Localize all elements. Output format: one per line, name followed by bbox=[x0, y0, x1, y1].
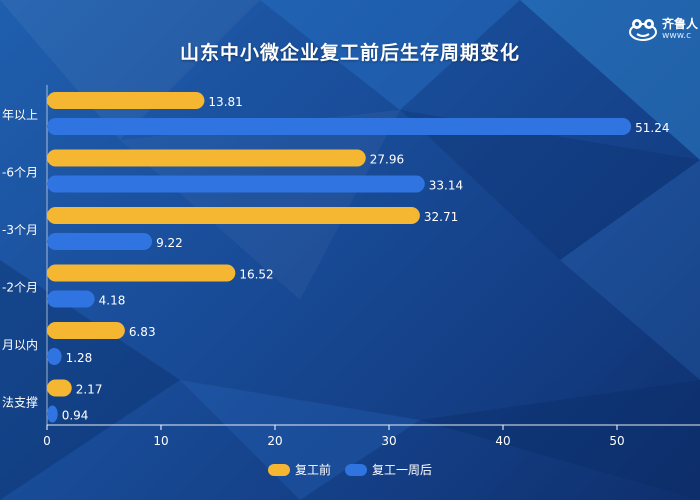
legend-item-series-2[interactable]: 复工一周后 bbox=[345, 461, 432, 478]
bar-series-1-cat-0 bbox=[47, 92, 205, 109]
data-label-series-2-cat-2: 9.22 bbox=[156, 236, 183, 250]
bar-series-1-cat-2 bbox=[47, 207, 420, 224]
data-label-series-2-cat-0: 51.24 bbox=[635, 121, 669, 135]
legend-label-series-2: 复工一周后 bbox=[372, 463, 433, 477]
data-label-series-1-cat-5: 2.17 bbox=[76, 383, 103, 397]
data-label-series-2-cat-5: 0.94 bbox=[62, 409, 89, 423]
legend-item-series-1[interactable]: 复工前 bbox=[267, 461, 331, 478]
brand-name: 齐鲁人 bbox=[662, 17, 699, 31]
bar-series-2-cat-4 bbox=[47, 348, 62, 365]
data-label-series-1-cat-0: 13.81 bbox=[208, 95, 242, 109]
brand-url: www.c bbox=[662, 31, 692, 41]
bar-series-2-cat-3 bbox=[47, 290, 95, 308]
bar-series-2-cat-0 bbox=[47, 118, 632, 135]
data-label-series-1-cat-4: 6.83 bbox=[129, 325, 156, 339]
x-tick-label-3: 30 bbox=[381, 434, 396, 448]
bar-series-1-cat-5 bbox=[47, 379, 72, 397]
category-label-4: 月以内 bbox=[2, 338, 38, 352]
frog-logo-icon bbox=[629, 19, 657, 41]
x-tick-label-4: 40 bbox=[495, 434, 510, 448]
chart-title: 山东中小微企业复工前后生存周期变化 bbox=[179, 42, 520, 64]
brand-logo: 齐鲁人 www.c bbox=[628, 14, 700, 44]
bar-series-1-cat-3 bbox=[47, 264, 236, 282]
x-tick-label-5: 50 bbox=[609, 434, 624, 448]
data-label-series-1-cat-1: 27.96 bbox=[370, 153, 404, 167]
bar-series-2-cat-1 bbox=[47, 175, 425, 193]
category-label-2: -3个月 bbox=[2, 223, 38, 237]
bar-series-2-cat-5 bbox=[47, 405, 58, 423]
data-label-series-2-cat-3: 4.18 bbox=[99, 294, 126, 308]
data-label-series-2-cat-4: 1.28 bbox=[66, 351, 93, 365]
bar-series-1-cat-1 bbox=[47, 149, 366, 167]
x-tick-label-1: 10 bbox=[153, 434, 168, 448]
category-label-1: -6个月 bbox=[2, 166, 38, 180]
x-tick-label-2: 20 bbox=[267, 434, 282, 448]
data-label-series-1-cat-2: 32.71 bbox=[424, 210, 458, 224]
legend-swatch-series-2 bbox=[345, 463, 367, 476]
bar-series-1-cat-4 bbox=[47, 322, 125, 339]
data-label-series-1-cat-3: 16.52 bbox=[239, 268, 273, 282]
category-label-0: 年以上 bbox=[2, 108, 38, 122]
bar-series-2-cat-2 bbox=[47, 233, 153, 250]
category-label-5: 法支撑 bbox=[2, 395, 38, 410]
legend-swatch-series-1 bbox=[267, 463, 290, 476]
x-tick-label-0: 0 bbox=[43, 434, 51, 448]
data-label-series-2-cat-1: 33.14 bbox=[429, 179, 463, 193]
legend: 复工前 复工一周后 bbox=[0, 461, 700, 478]
category-label-3: -2个月 bbox=[2, 281, 38, 295]
legend-label-series-1: 复工前 bbox=[294, 463, 331, 477]
